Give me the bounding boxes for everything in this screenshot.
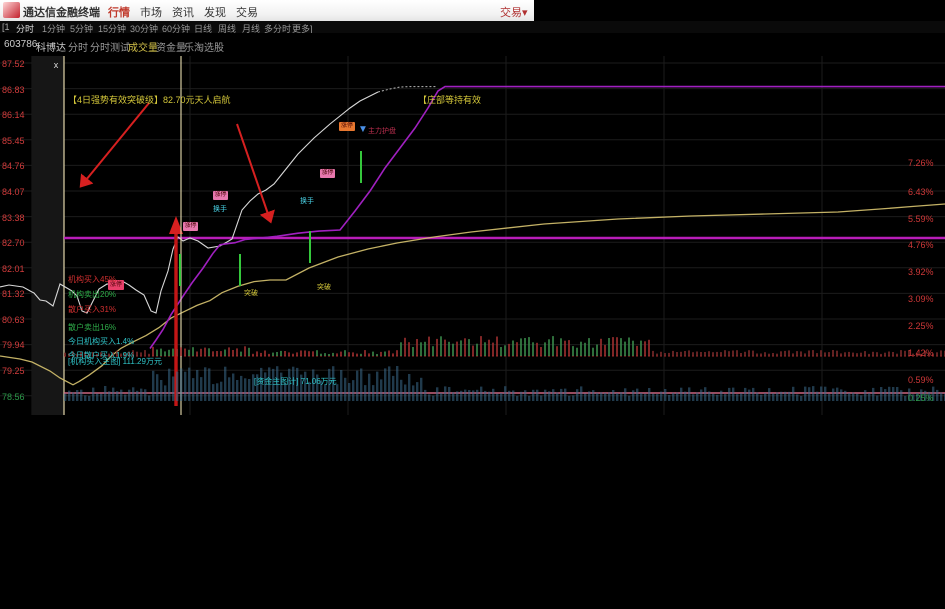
svg-text:x: x: [54, 60, 59, 70]
